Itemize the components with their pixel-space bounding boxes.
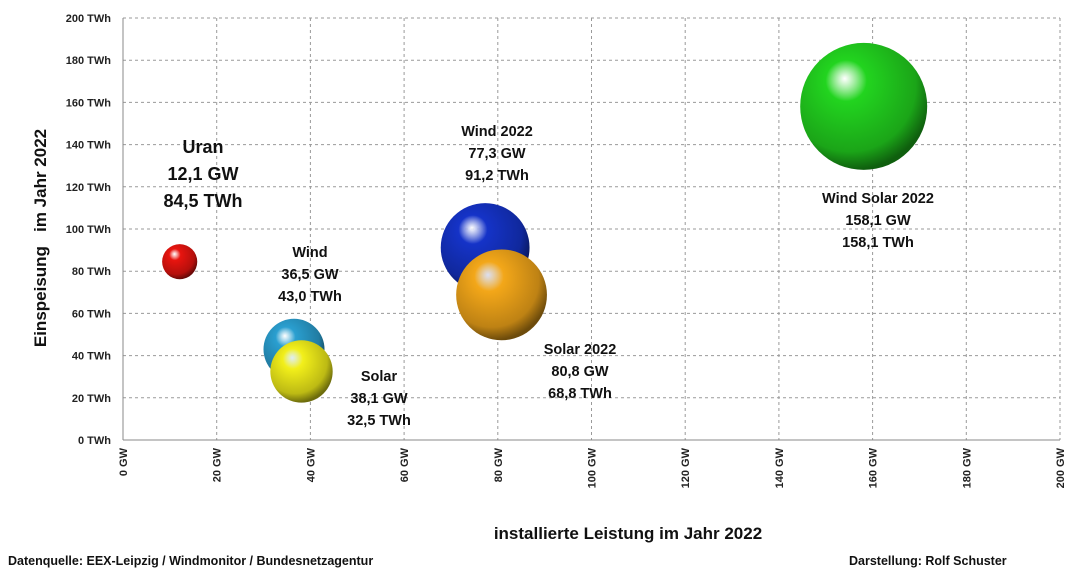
bubble-label: 32,5 TWh	[347, 413, 411, 429]
chart-bubbles	[162, 42, 928, 403]
y-tick-label: 160 TWh	[66, 97, 112, 109]
data-source-note: Datenquelle: EEX-Leipzig / Windmonitor /…	[8, 554, 374, 568]
bubble-label: Wind Solar 2022	[822, 191, 934, 207]
chart-bubble-labels: Uran 12,1 GW 84,5 TWh Wind 36,5 GW 43,0 TWh So…	[163, 124, 933, 429]
y-tick-label: 120 TWh	[66, 182, 112, 194]
y-tick-label: 40 TWh	[72, 351, 111, 363]
bubble-label: 158,1 TWh	[842, 235, 914, 251]
x-tick-label: 180 GW	[961, 447, 973, 488]
x-tick-label: 80 GW	[493, 447, 505, 482]
bubble-solar	[270, 340, 333, 403]
bubble-label: Solar	[361, 369, 398, 385]
y-tick-label: 200 TWh	[66, 13, 112, 25]
y-tick-label: 60 TWh	[72, 308, 111, 320]
x-tick-label: 60 GW	[399, 447, 411, 482]
y-tick-label: 80 TWh	[72, 266, 111, 278]
bubble-label: 158,1 GW	[845, 213, 911, 229]
bubble-label: 43,0 TWh	[278, 289, 342, 305]
x-tick-label: 40 GW	[305, 447, 317, 482]
y-tick-label: 100 TWh	[66, 224, 112, 236]
y-tick-label: 140 TWh	[66, 140, 112, 152]
y-tick-label: 0 TWh	[78, 435, 111, 447]
x-tick-label: 100 GW	[587, 447, 599, 488]
x-tick-label: 120 GW	[680, 447, 692, 488]
bubble-label: 12,1 GW	[167, 164, 238, 184]
x-tick-label: 200 GW	[1055, 447, 1067, 488]
x-tick-label: 160 GW	[868, 447, 880, 488]
x-tick-label: 0 GW	[118, 447, 130, 476]
bubble-label: Solar 2022	[544, 342, 617, 358]
chart-axes: 0 TWh 20 TWh 40 TWh 60 TWh 80 TWh 100 TWh 120 …	[66, 13, 1067, 488]
y-tick-label: 20 TWh	[72, 393, 111, 405]
bubble-label: 84,5 TWh	[163, 191, 242, 211]
bubble-label: 91,2 TWh	[465, 168, 529, 184]
bubble-wind-solar-2022	[800, 42, 928, 170]
bubble-label: 38,1 GW	[350, 391, 408, 407]
bubble-solar-2022	[456, 249, 547, 341]
bubble-label: 36,5 GW	[281, 267, 339, 283]
bubble-label: Uran	[182, 137, 223, 157]
x-tick-label: 140 GW	[774, 447, 786, 488]
bubble-label: 68,8 TWh	[548, 386, 612, 402]
author-credit: Darstellung: Rolf Schuster	[849, 554, 1007, 568]
bubble-label: 77,3 GW	[468, 146, 526, 162]
y-tick-label: 180 TWh	[66, 55, 112, 67]
bubble-uran	[162, 244, 198, 280]
bubble-label: 80,8 GW	[551, 364, 609, 380]
x-axis-title: installierte Leistung im Jahr 2022	[494, 524, 762, 543]
x-tick-label: 20 GW	[212, 447, 224, 482]
bubble-label: Wind 2022	[461, 124, 533, 140]
bubble-label: Wind	[292, 245, 327, 261]
y-axis-title: Einspeisung im Jahr 2022	[31, 129, 50, 347]
